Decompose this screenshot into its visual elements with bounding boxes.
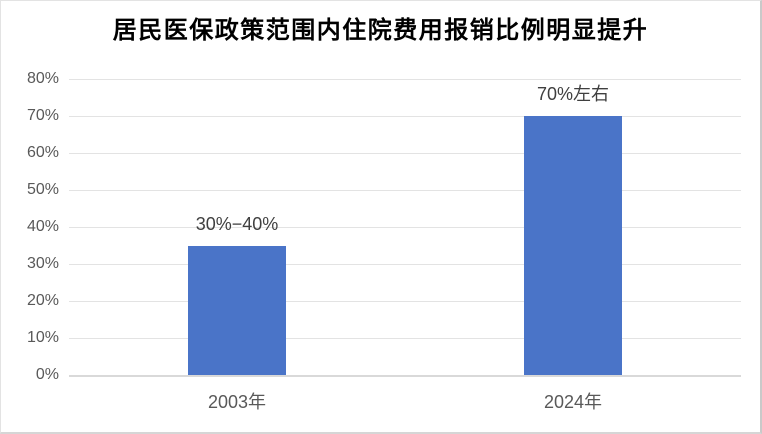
gridline (69, 227, 741, 228)
y-axis-tick-label: 10% (26, 329, 59, 346)
y-axis-tick-label: 30% (26, 255, 59, 272)
y-axis-tick-label: 20% (26, 292, 59, 309)
x-axis-line (69, 375, 741, 377)
y-axis-tick-label: 70% (26, 107, 59, 124)
gridline (69, 264, 741, 265)
y-axis-tick-label: 40% (26, 218, 59, 235)
gridline (69, 79, 741, 80)
gridline (69, 153, 741, 154)
gridline (69, 301, 741, 302)
bar (188, 245, 286, 375)
chart-title: 居民医保政策范围内住院费用报销比例明显提升 (112, 17, 649, 44)
bar-data-label: 30%−40% (195, 213, 279, 234)
gridline (69, 116, 741, 117)
x-axis-category-label: 2024年 (543, 392, 603, 412)
y-axis-tick-label: 60% (26, 144, 59, 161)
y-axis-tick-label: 80% (26, 70, 59, 87)
bar-data-label: 70%左右 (536, 84, 610, 104)
bar (524, 116, 622, 375)
x-axis-category-label: 2003年 (207, 392, 267, 412)
gridline (69, 338, 741, 339)
y-axis-tick-label: 0% (35, 366, 59, 383)
gridline (69, 190, 741, 191)
y-axis-tick-label: 50% (26, 181, 59, 198)
